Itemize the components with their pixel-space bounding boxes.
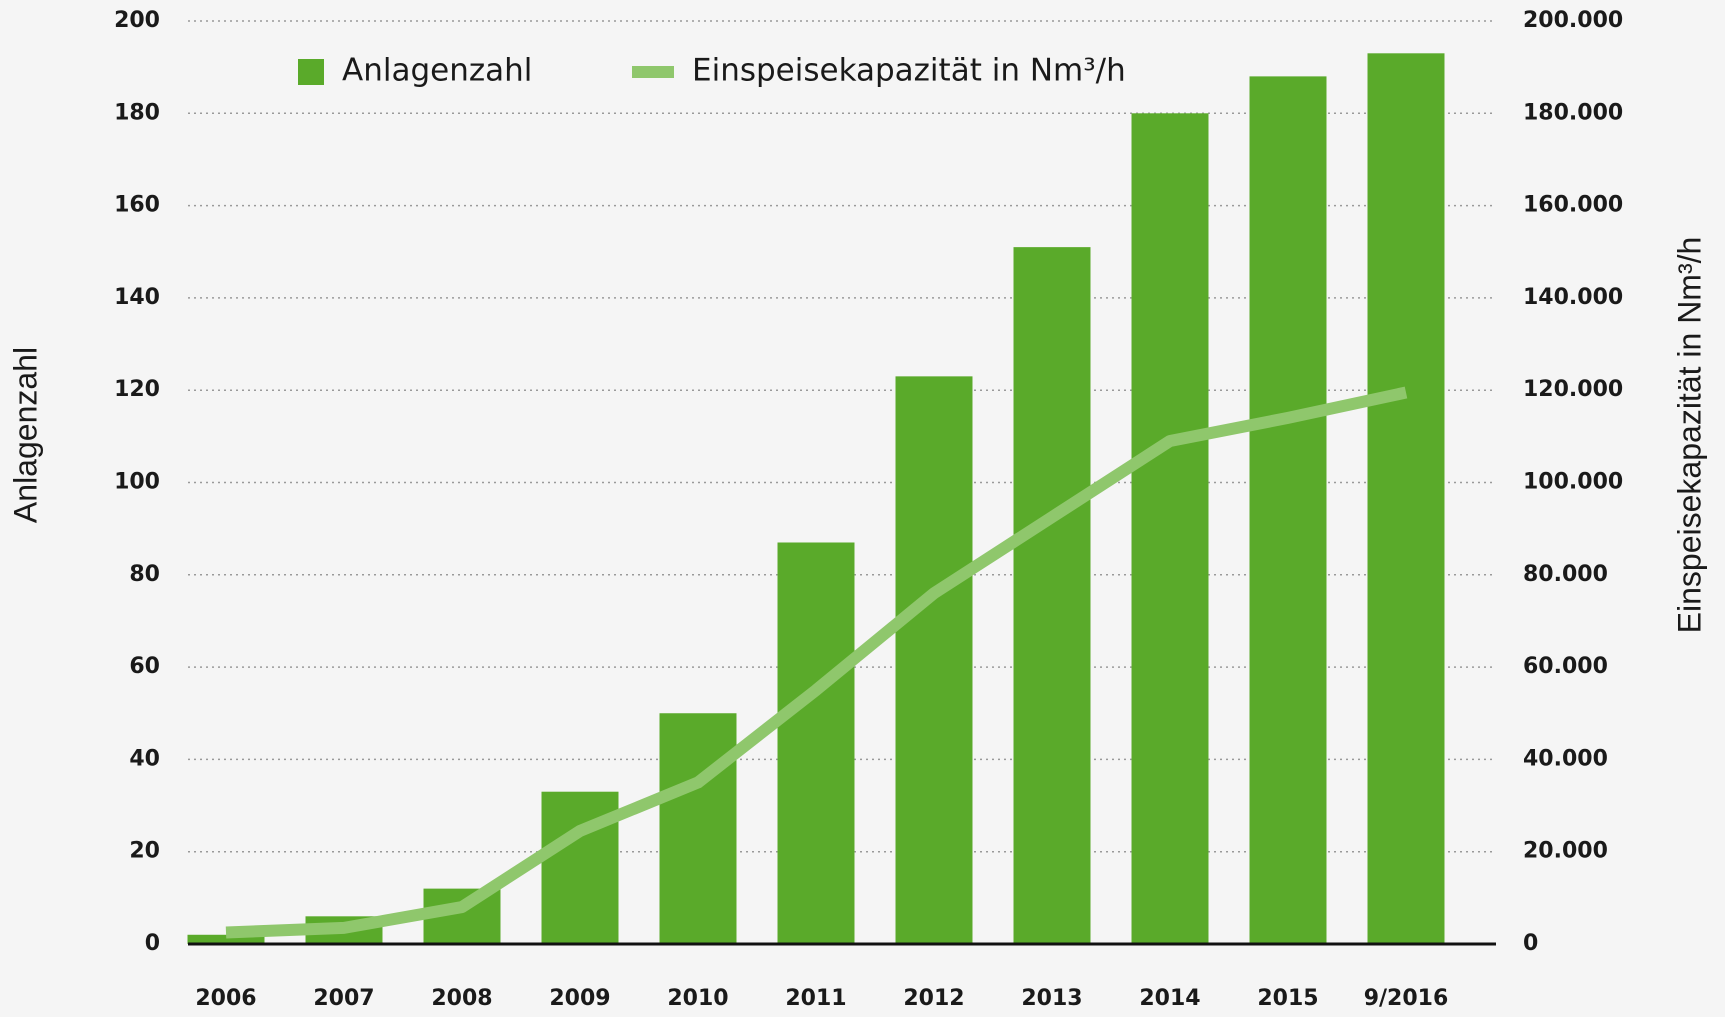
y2-tick-label: 200.000 — [1523, 8, 1623, 33]
y2-tick-label: 160.000 — [1523, 193, 1623, 218]
legend-swatch — [632, 66, 674, 78]
y-tick-label: 120 — [114, 377, 160, 402]
y2-tick-label: 100.000 — [1523, 470, 1623, 495]
y-tick-label: 140 — [114, 285, 160, 310]
y2-tick-label: 140.000 — [1523, 285, 1623, 310]
x-tick-label: 2015 — [1257, 986, 1318, 1011]
y2-tick-label: 20.000 — [1523, 839, 1608, 864]
x-tick-label: 2012 — [903, 986, 964, 1011]
x-tick-label: 2006 — [195, 986, 256, 1011]
x-tick-label: 9/2016 — [1364, 986, 1449, 1011]
y2-axis-title: Einspeisekapazität in Nm³/h — [1671, 237, 1707, 634]
y-tick-label: 20 — [129, 839, 160, 864]
legend-label: Anlagenzahl — [342, 53, 532, 89]
x-tick-label: 2008 — [431, 986, 492, 1011]
y-tick-label: 200 — [114, 8, 160, 33]
x-tick-label: 2013 — [1021, 986, 1082, 1011]
x-tick-label: 2014 — [1139, 986, 1200, 1011]
bar — [1367, 53, 1445, 945]
x-tick-label: 2010 — [667, 986, 728, 1011]
y-tick-label: 60 — [129, 654, 160, 679]
y-tick-label: 180 — [114, 100, 160, 125]
legend-swatch — [298, 59, 324, 85]
y-tick-label: 80 — [129, 562, 160, 587]
y2-tick-label: 80.000 — [1523, 562, 1608, 587]
y2-tick-label: 40.000 — [1523, 746, 1608, 771]
x-tick-label: 2007 — [313, 986, 374, 1011]
bar — [187, 934, 265, 944]
bar — [1013, 247, 1091, 944]
bar — [777, 542, 855, 944]
bar — [1131, 113, 1209, 945]
x-tick-label: 2011 — [785, 986, 846, 1011]
y-tick-label: 40 — [129, 746, 160, 771]
x-tick-label: 2009 — [549, 986, 610, 1011]
bar — [659, 713, 737, 944]
y-axis-title: Anlagenzahl — [7, 347, 43, 523]
bar — [1249, 76, 1327, 944]
line — [225, 386, 1408, 939]
bar — [895, 376, 973, 945]
y2-tick-label: 180.000 — [1523, 100, 1623, 125]
y-tick-label: 100 — [114, 470, 160, 495]
y2-tick-label: 60.000 — [1523, 654, 1608, 679]
y-tick-label: 160 — [114, 193, 160, 218]
y2-tick-label: 120.000 — [1523, 377, 1623, 402]
y2-tick-label: 0 — [1523, 931, 1538, 956]
legend-label: Einspeisekapazität in Nm³/h — [692, 53, 1126, 89]
y-tick-label: 0 — [145, 931, 160, 956]
